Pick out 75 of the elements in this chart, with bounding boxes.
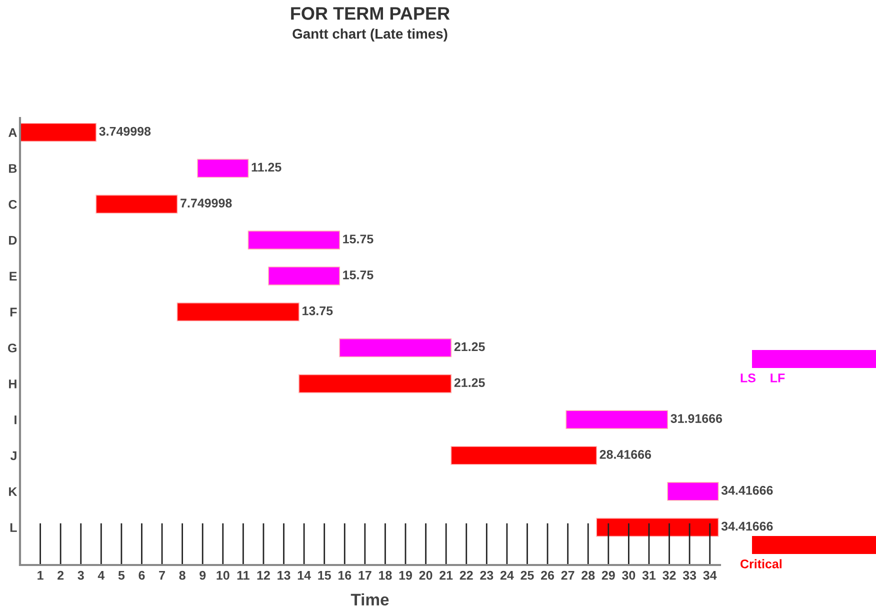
x-tick-label: 26	[541, 570, 554, 580]
x-tick-label: 12	[257, 570, 270, 580]
x-tick-label: 2	[58, 570, 64, 580]
bar	[96, 194, 178, 214]
bar	[566, 410, 668, 429]
bar	[298, 374, 452, 394]
text: Critical	[740, 559, 782, 568]
x-tick-label: 21	[440, 570, 453, 580]
bar	[176, 302, 300, 322]
x-tick-label: 6	[138, 570, 145, 580]
x-tick-label: 9	[200, 570, 206, 580]
x-tick-label: 32	[662, 570, 676, 580]
x-tick-label: 10	[216, 570, 230, 580]
chart-subtitle: Gantt chart (Late times)	[292, 28, 448, 42]
x-tick-label: 4	[98, 571, 105, 580]
x-tick-label: 11	[237, 571, 250, 580]
data-label: 21.25	[454, 342, 485, 352]
x-tick-label: 8	[179, 570, 186, 580]
x-tick-label: 3	[78, 570, 84, 580]
x-tick-label: 1	[38, 571, 44, 580]
bar	[667, 482, 719, 501]
x-tick-label: 17	[358, 571, 372, 580]
x-tick-label: 20	[419, 570, 432, 580]
y-tick-label: F	[10, 308, 17, 316]
x-tick-label: 28	[582, 570, 595, 580]
x-tick-label: 19	[399, 570, 412, 580]
y-tick-label: J	[10, 451, 16, 460]
bar	[596, 518, 719, 537]
x-tick-label: 23	[480, 570, 494, 580]
y-tick-label: G	[8, 344, 16, 352]
x-tick-label: 25	[520, 570, 534, 580]
data-label: 3.749998	[99, 126, 151, 136]
bar	[339, 338, 452, 358]
data-label: 21.25	[454, 378, 485, 388]
x-tick-label: 24	[500, 570, 514, 580]
bar	[248, 230, 340, 250]
x-tick-label: 29	[602, 570, 615, 580]
y-tick-label: C	[8, 200, 17, 209]
x-tick-label: 7	[159, 571, 165, 580]
x-tick-label: 16	[338, 570, 352, 580]
data-label: 15.75	[343, 234, 374, 244]
data-label: 13.75	[302, 306, 333, 316]
data-label: 11.25	[252, 162, 282, 172]
y-tick-label: D	[9, 236, 17, 245]
x-tick-label: 31	[642, 570, 656, 580]
bar	[450, 446, 597, 465]
y-tick-label: E	[10, 272, 17, 281]
data-label: 15.75	[343, 270, 374, 280]
y-tick-label: H	[9, 380, 16, 388]
x-tick-label: 14	[298, 571, 311, 580]
y-tick-label: K	[9, 487, 18, 496]
bar	[20, 122, 97, 142]
x-tick-label: 30	[622, 570, 636, 580]
x-axis-title: Time	[350, 593, 389, 606]
data-label: 7.749998	[180, 198, 232, 208]
data-label: 31.91666	[670, 414, 722, 423]
text: LS LF	[740, 374, 785, 382]
y-tick-label: L	[10, 523, 17, 532]
x-tick-label: 18	[379, 570, 392, 580]
x-tick-label: 22	[460, 570, 473, 580]
x-tick-label: 34	[703, 570, 717, 580]
chart-title: FOR TERM PAPER	[291, 7, 450, 20]
data-label: 28.41666	[600, 450, 652, 459]
x-tick-label: 33	[682, 570, 696, 580]
bar	[197, 158, 249, 178]
y-tick-label: A	[8, 128, 17, 137]
x-tick-label: 27	[561, 570, 574, 580]
y-tick-label: I	[14, 416, 16, 424]
bar	[268, 266, 340, 286]
x-tick-label: 15	[318, 571, 331, 580]
data-label: 34.41666	[721, 522, 773, 531]
x-tick-label: 13	[278, 570, 290, 580]
y-tick-label: B	[9, 164, 17, 173]
x-tick-label: 5	[118, 571, 125, 580]
data-label: 34.41666	[721, 486, 773, 495]
